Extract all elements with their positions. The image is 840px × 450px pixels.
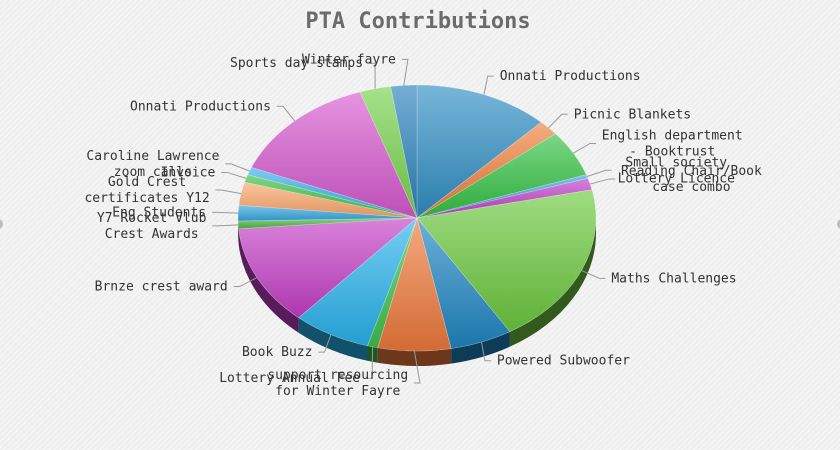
leader-line [366,346,374,379]
slice-y7-rocket-vlub-crest-awards-11[interactable] [237,217,418,230]
slice-depth-y7-rocket-vlub-crest-awards-11 [238,220,239,244]
slice-label: - Booktrust [629,144,715,159]
slice-label: Reading Chair/Book [621,164,762,179]
slice-label: Caroline Lawrence [86,149,219,164]
leader-line [212,211,239,214]
left-edge-marker [0,219,3,229]
slice-label: case combo [652,180,730,195]
pie-slices [237,84,597,352]
leader-line [589,178,616,185]
leader-line [413,350,421,384]
leader-line [215,189,242,195]
leader-line [548,113,568,129]
leader-line [233,277,258,288]
slice-label: Onnati Productions [500,69,641,84]
slice-label: Small society [625,155,727,170]
slice-depth-powered-subwoofer-6 [451,331,510,364]
slice-onnati-productions-16[interactable] [251,91,418,219]
leader-line [573,142,597,154]
slice-depth-brnze-crest-award-10 [238,228,299,333]
slice-maths-challenges-5[interactable] [416,189,597,333]
leader-line [276,105,296,122]
slice-caroline-lawrence-zoom-calls-15[interactable] [247,166,418,219]
slice-label: Powered Subwoofer [497,354,630,369]
slice-onnati-productions-0[interactable] [416,84,542,219]
slice-label: Lottery Annual Fee [219,371,360,386]
leader-line [369,62,376,89]
slice-label: Invoice [161,165,216,180]
leader-line [221,171,247,179]
label-leaders [212,58,616,384]
slice-labels: Onnati Productions Picnic Blankets English… [84,52,762,399]
leader-line [481,341,491,362]
slice-depth-support-resourcing-for-winter-fayre-7 [377,347,452,366]
slice-label: Crest Awards [105,227,199,242]
slice-support-resourcing-for-winter-fayre-7[interactable] [377,216,452,352]
slice-label: Winter fayre [302,52,396,67]
slice-winter-fayre-18[interactable] [390,84,418,219]
chart-title: PTA Contributions [305,9,530,34]
slice-brnze-crest-award-10[interactable] [238,217,418,319]
slice-label: for Winter Fayre [275,384,400,399]
slice-label: Y7 Rocket Vlub [97,211,207,226]
slice-label: Sports day stamps [230,56,363,71]
slice-label: support resourcing [267,368,408,383]
leader-line [586,169,612,178]
slice-lottery-annual-fee-8[interactable] [367,217,418,349]
slice-label: English department [602,128,743,143]
slice-label: certificates Y12 [84,191,209,206]
slice-depth-maths-challenges-5 [509,218,596,347]
slice-invoice-14[interactable] [244,174,418,219]
slice-label: zoom calls [114,165,192,180]
slice-label: Eng Students [112,205,206,220]
slice-eng-students-12[interactable] [237,204,418,222]
slice-label: Maths Challenges [611,271,736,286]
slice-label: Onnati Productions [130,99,271,114]
slice-label: Gold Crest [108,175,186,190]
leader-line [225,163,250,172]
leader-line [318,334,332,353]
slice-depth-book-buzz-9 [298,317,368,361]
right-edge-marker [837,219,840,229]
leader-line [483,75,494,95]
slice-label: Picnic Blankets [574,107,691,122]
slice-label: Book Buzz [242,345,312,360]
leader-line [581,270,606,279]
slice-label: Brnze crest award [95,280,228,295]
leader-line [212,224,239,227]
slice-label: Lottery Licence [618,171,736,186]
leader-line [401,58,409,86]
